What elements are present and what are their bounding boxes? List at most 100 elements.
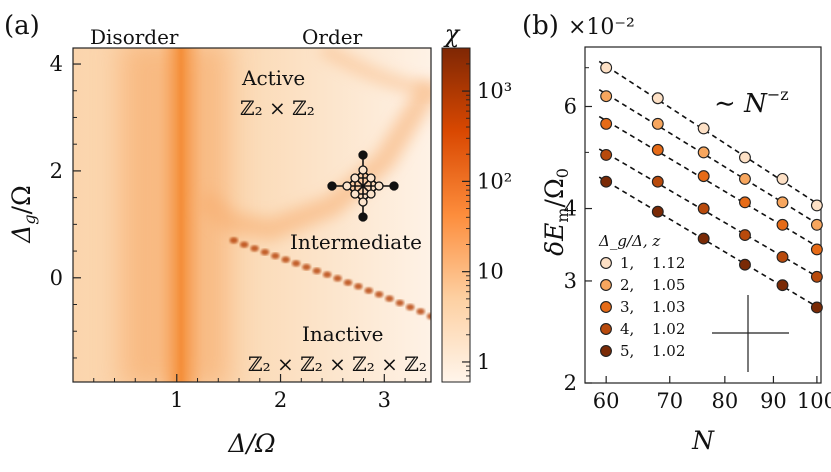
- panel-b-ylabel: δEm/Ω0: [540, 168, 572, 256]
- fit-line-series-2: [598, 88, 820, 226]
- point-series-4: [651, 175, 664, 188]
- point-series-4: [810, 270, 823, 283]
- legend-ratio-1: 1,: [620, 254, 634, 272]
- x-tick-label: 70: [656, 389, 683, 413]
- colorbar-tick-label: 10³: [477, 79, 512, 103]
- y-tick-label: 4: [50, 52, 63, 76]
- legend-ratio-2: 2,: [620, 276, 634, 294]
- panel-b-xlabel: N: [691, 426, 715, 455]
- panel-b-multiplier: ×10⁻²: [568, 15, 635, 40]
- heatmap: [73, 48, 431, 382]
- colorbar-tick-label: 10²: [477, 169, 512, 193]
- x-tick-label: 100: [797, 389, 831, 413]
- label-active-symmetry: ℤ₂ × ℤ₂: [240, 96, 315, 120]
- colorbar-gradient: [441, 47, 471, 383]
- label-intermediate: Intermediate: [290, 230, 422, 254]
- transition-dot: [302, 263, 311, 271]
- point-series-3: [810, 243, 823, 256]
- label-order: Order: [302, 25, 363, 49]
- colorbar-label: χ: [443, 20, 461, 48]
- scatter-points: [600, 61, 823, 314]
- label-inactive: Inactive: [302, 322, 383, 346]
- point-series-3: [776, 218, 789, 231]
- y-tick-label: 2: [50, 159, 63, 183]
- point-series-2: [600, 90, 613, 103]
- label-disorder: Disorder: [90, 25, 179, 49]
- point-series-2: [810, 218, 823, 231]
- heatmap-critical-ridge: [158, 48, 204, 382]
- legend-z-3: 1.03: [652, 298, 685, 316]
- point-series-3: [697, 170, 710, 183]
- panel-a-ylabel: Δg/Ω: [7, 185, 39, 243]
- legend-ratio-3: 3,: [620, 298, 634, 316]
- panel-a-frame: [72, 47, 432, 383]
- point-series-4: [600, 148, 613, 161]
- point-series-1: [697, 122, 710, 135]
- label-inactive-symmetry: ℤ₂ × ℤ₂ × ℤ₂ × ℤ₂: [248, 352, 427, 376]
- transition-dot: [333, 275, 342, 282]
- x-tick-label: 2: [274, 388, 287, 412]
- legend: Δ_g/Δ, z 1, 1.12 2, 1.05 3, 1.03 4, 1.02 5, 1.02: [598, 232, 685, 360]
- point-series-2: [739, 172, 751, 185]
- upper-arc-glow: [318, 48, 431, 98]
- point-series-5: [810, 301, 823, 314]
- legend-title: Δ_g/Δ, z: [598, 232, 660, 250]
- point-series-5: [739, 258, 751, 271]
- point-series-2: [697, 146, 710, 159]
- legend-marker-2: [600, 279, 612, 291]
- point-series-2: [651, 117, 664, 130]
- y-tick-label: 4: [564, 197, 577, 221]
- transition-dot: [416, 308, 425, 315]
- transition-dot: [250, 245, 259, 252]
- legend-ratio-5: 5,: [620, 342, 634, 360]
- panel-a-xlabel: Δ/Ω: [227, 429, 275, 458]
- transition-dot: [354, 283, 363, 290]
- fit-line-series-3: [598, 115, 820, 249]
- point-series-1: [651, 92, 664, 105]
- lattice-graph-icon: [327, 150, 399, 222]
- transition-dot: [364, 287, 373, 294]
- error-cross: [712, 295, 789, 372]
- y-tick-label: 3: [564, 269, 577, 293]
- transition-dot: [260, 248, 270, 256]
- point-series-5: [697, 232, 710, 245]
- transition-dot: [374, 291, 384, 298]
- legend-z-4: 1.02: [652, 320, 685, 338]
- legend-z-5: 1.02: [652, 342, 685, 360]
- legend-marker-5: [600, 345, 612, 357]
- transition-dot: [385, 295, 394, 302]
- point-series-1: [810, 199, 823, 212]
- point-series-4: [739, 229, 751, 242]
- label-active: Active: [241, 66, 305, 90]
- colorbar-ticks: 1 10 10² 10³: [462, 47, 512, 383]
- transition-dot: [312, 267, 322, 275]
- point-series-1: [600, 61, 613, 74]
- point-series-3: [739, 196, 751, 209]
- point-series-5: [600, 175, 613, 188]
- x-tick-label: 60: [593, 389, 620, 413]
- point-series-4: [776, 251, 789, 263]
- x-tick-label: 1: [170, 388, 183, 412]
- scaling-annotation: ∼ N−z: [714, 85, 789, 119]
- panel-a-ticks: 1 2 3 0 2 4: [50, 52, 427, 412]
- legend-ratio-4: 4,: [620, 320, 634, 338]
- point-series-5: [651, 205, 664, 218]
- transition-dot: [281, 256, 290, 263]
- panel-b-frame: [584, 46, 822, 384]
- transition-dot: [229, 237, 239, 244]
- x-tick-label: 3: [378, 388, 391, 412]
- point-series-5: [776, 279, 789, 292]
- point-series-1: [776, 172, 789, 185]
- point-series-1: [739, 151, 751, 164]
- fit-line-series-4: [598, 148, 820, 279]
- x-tick-label: 90: [760, 389, 787, 413]
- panel-b-ticks: 60 70 80 90 100 2 3 4 6: [564, 67, 831, 413]
- transition-dot: [343, 279, 353, 286]
- transition-dot: [426, 313, 431, 320]
- colorbar-tick-label: 10: [477, 260, 504, 284]
- transition-dot: [406, 303, 415, 311]
- legend-z-2: 1.05: [652, 276, 685, 294]
- fit-line-series-5: [598, 176, 820, 309]
- colorbar-tick-label: 1: [477, 350, 490, 374]
